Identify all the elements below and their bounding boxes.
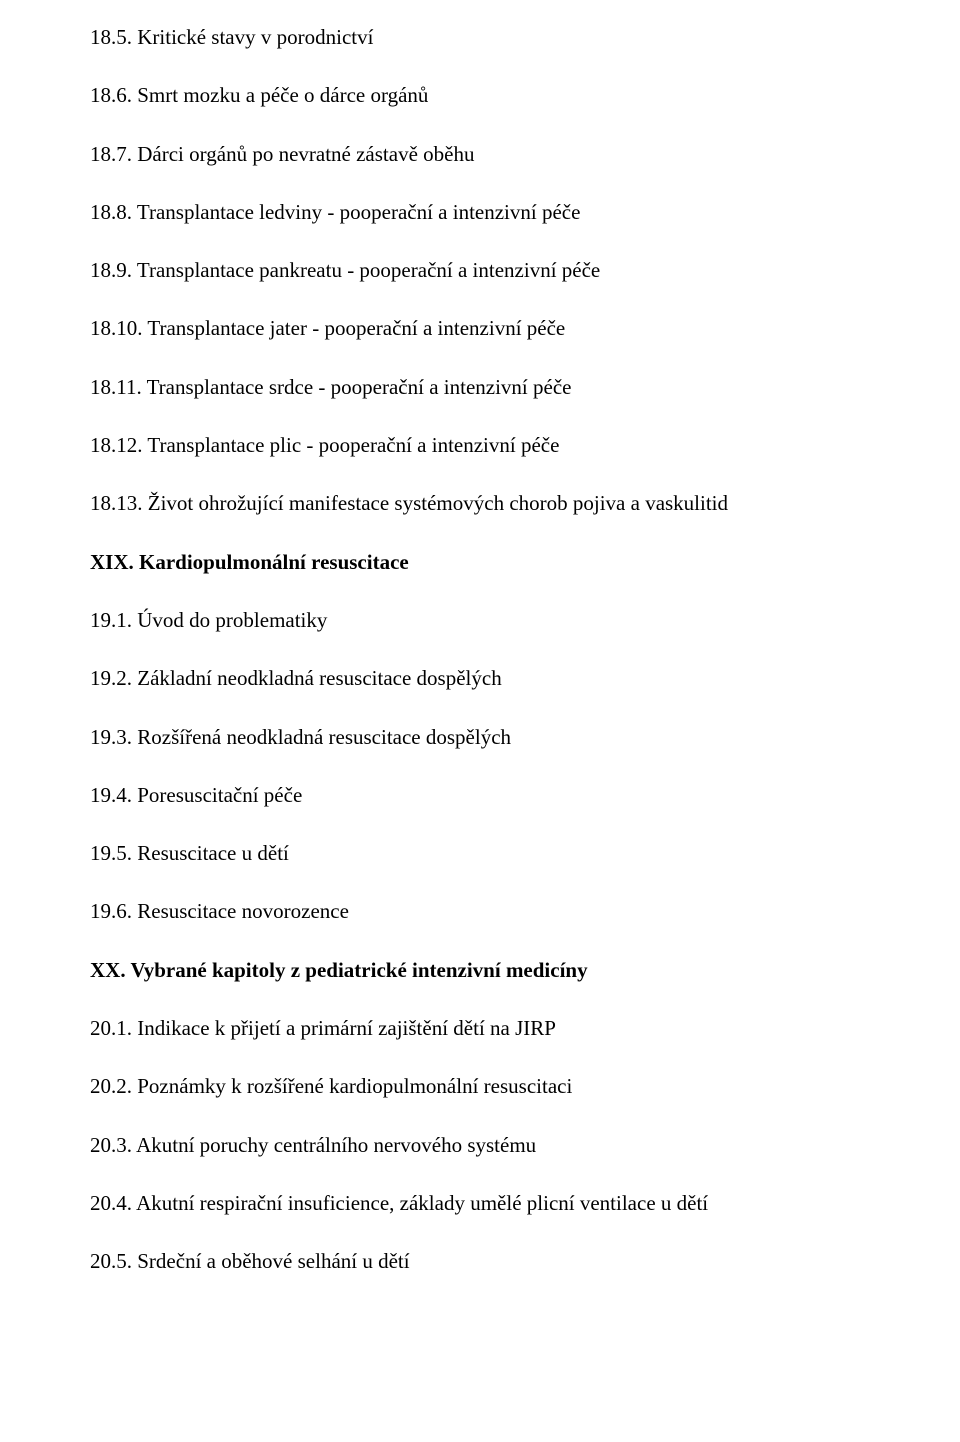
toc-entry: 18.6. Smrt mozku a péče o dárce orgánů xyxy=(90,82,870,109)
toc-entry: 20.5. Srdeční a oběhové selhání u dětí xyxy=(90,1248,870,1275)
toc-entry: 20.1. Indikace k přijetí a primární zaji… xyxy=(90,1015,870,1042)
section-heading: XX. Vybrané kapitoly z pediatrické inten… xyxy=(90,957,870,984)
toc-entry: 18.5. Kritické stavy v porodnictví xyxy=(90,24,870,51)
toc-entry: 19.4. Poresuscitační péče xyxy=(90,782,870,809)
toc-entry: 19.2. Základní neodkladná resuscitace do… xyxy=(90,665,870,692)
toc-entry: 19.1. Úvod do problematiky xyxy=(90,607,870,634)
toc-entry: 18.8. Transplantace ledviny - pooperační… xyxy=(90,199,870,226)
toc-entry: 20.2. Poznámky k rozšířené kardiopulmoná… xyxy=(90,1073,870,1100)
toc-entry: 18.13. Život ohrožující manifestace syst… xyxy=(90,490,870,517)
toc-entry: 19.5. Resuscitace u dětí xyxy=(90,840,870,867)
section-heading: XIX. Kardiopulmonální resuscitace xyxy=(90,549,870,576)
toc-entry: 20.3. Akutní poruchy centrálního nervové… xyxy=(90,1132,870,1159)
toc-entry: 18.12. Transplantace plic - pooperační a… xyxy=(90,432,870,459)
toc-entry: 19.6. Resuscitace novorozence xyxy=(90,898,870,925)
toc-entry: 20.4. Akutní respirační insuficience, zá… xyxy=(90,1190,870,1217)
toc-entry: 18.9. Transplantace pankreatu - pooperač… xyxy=(90,257,870,284)
toc-entry: 18.11. Transplantace srdce - pooperační … xyxy=(90,374,870,401)
toc-entry: 18.10. Transplantace jater - pooperační … xyxy=(90,315,870,342)
toc-entry: 19.3. Rozšířená neodkladná resuscitace d… xyxy=(90,724,870,751)
toc-entry: 18.7. Dárci orgánů po nevratné zástavě o… xyxy=(90,141,870,168)
document-page: 18.5. Kritické stavy v porodnictví 18.6. … xyxy=(0,0,960,1331)
